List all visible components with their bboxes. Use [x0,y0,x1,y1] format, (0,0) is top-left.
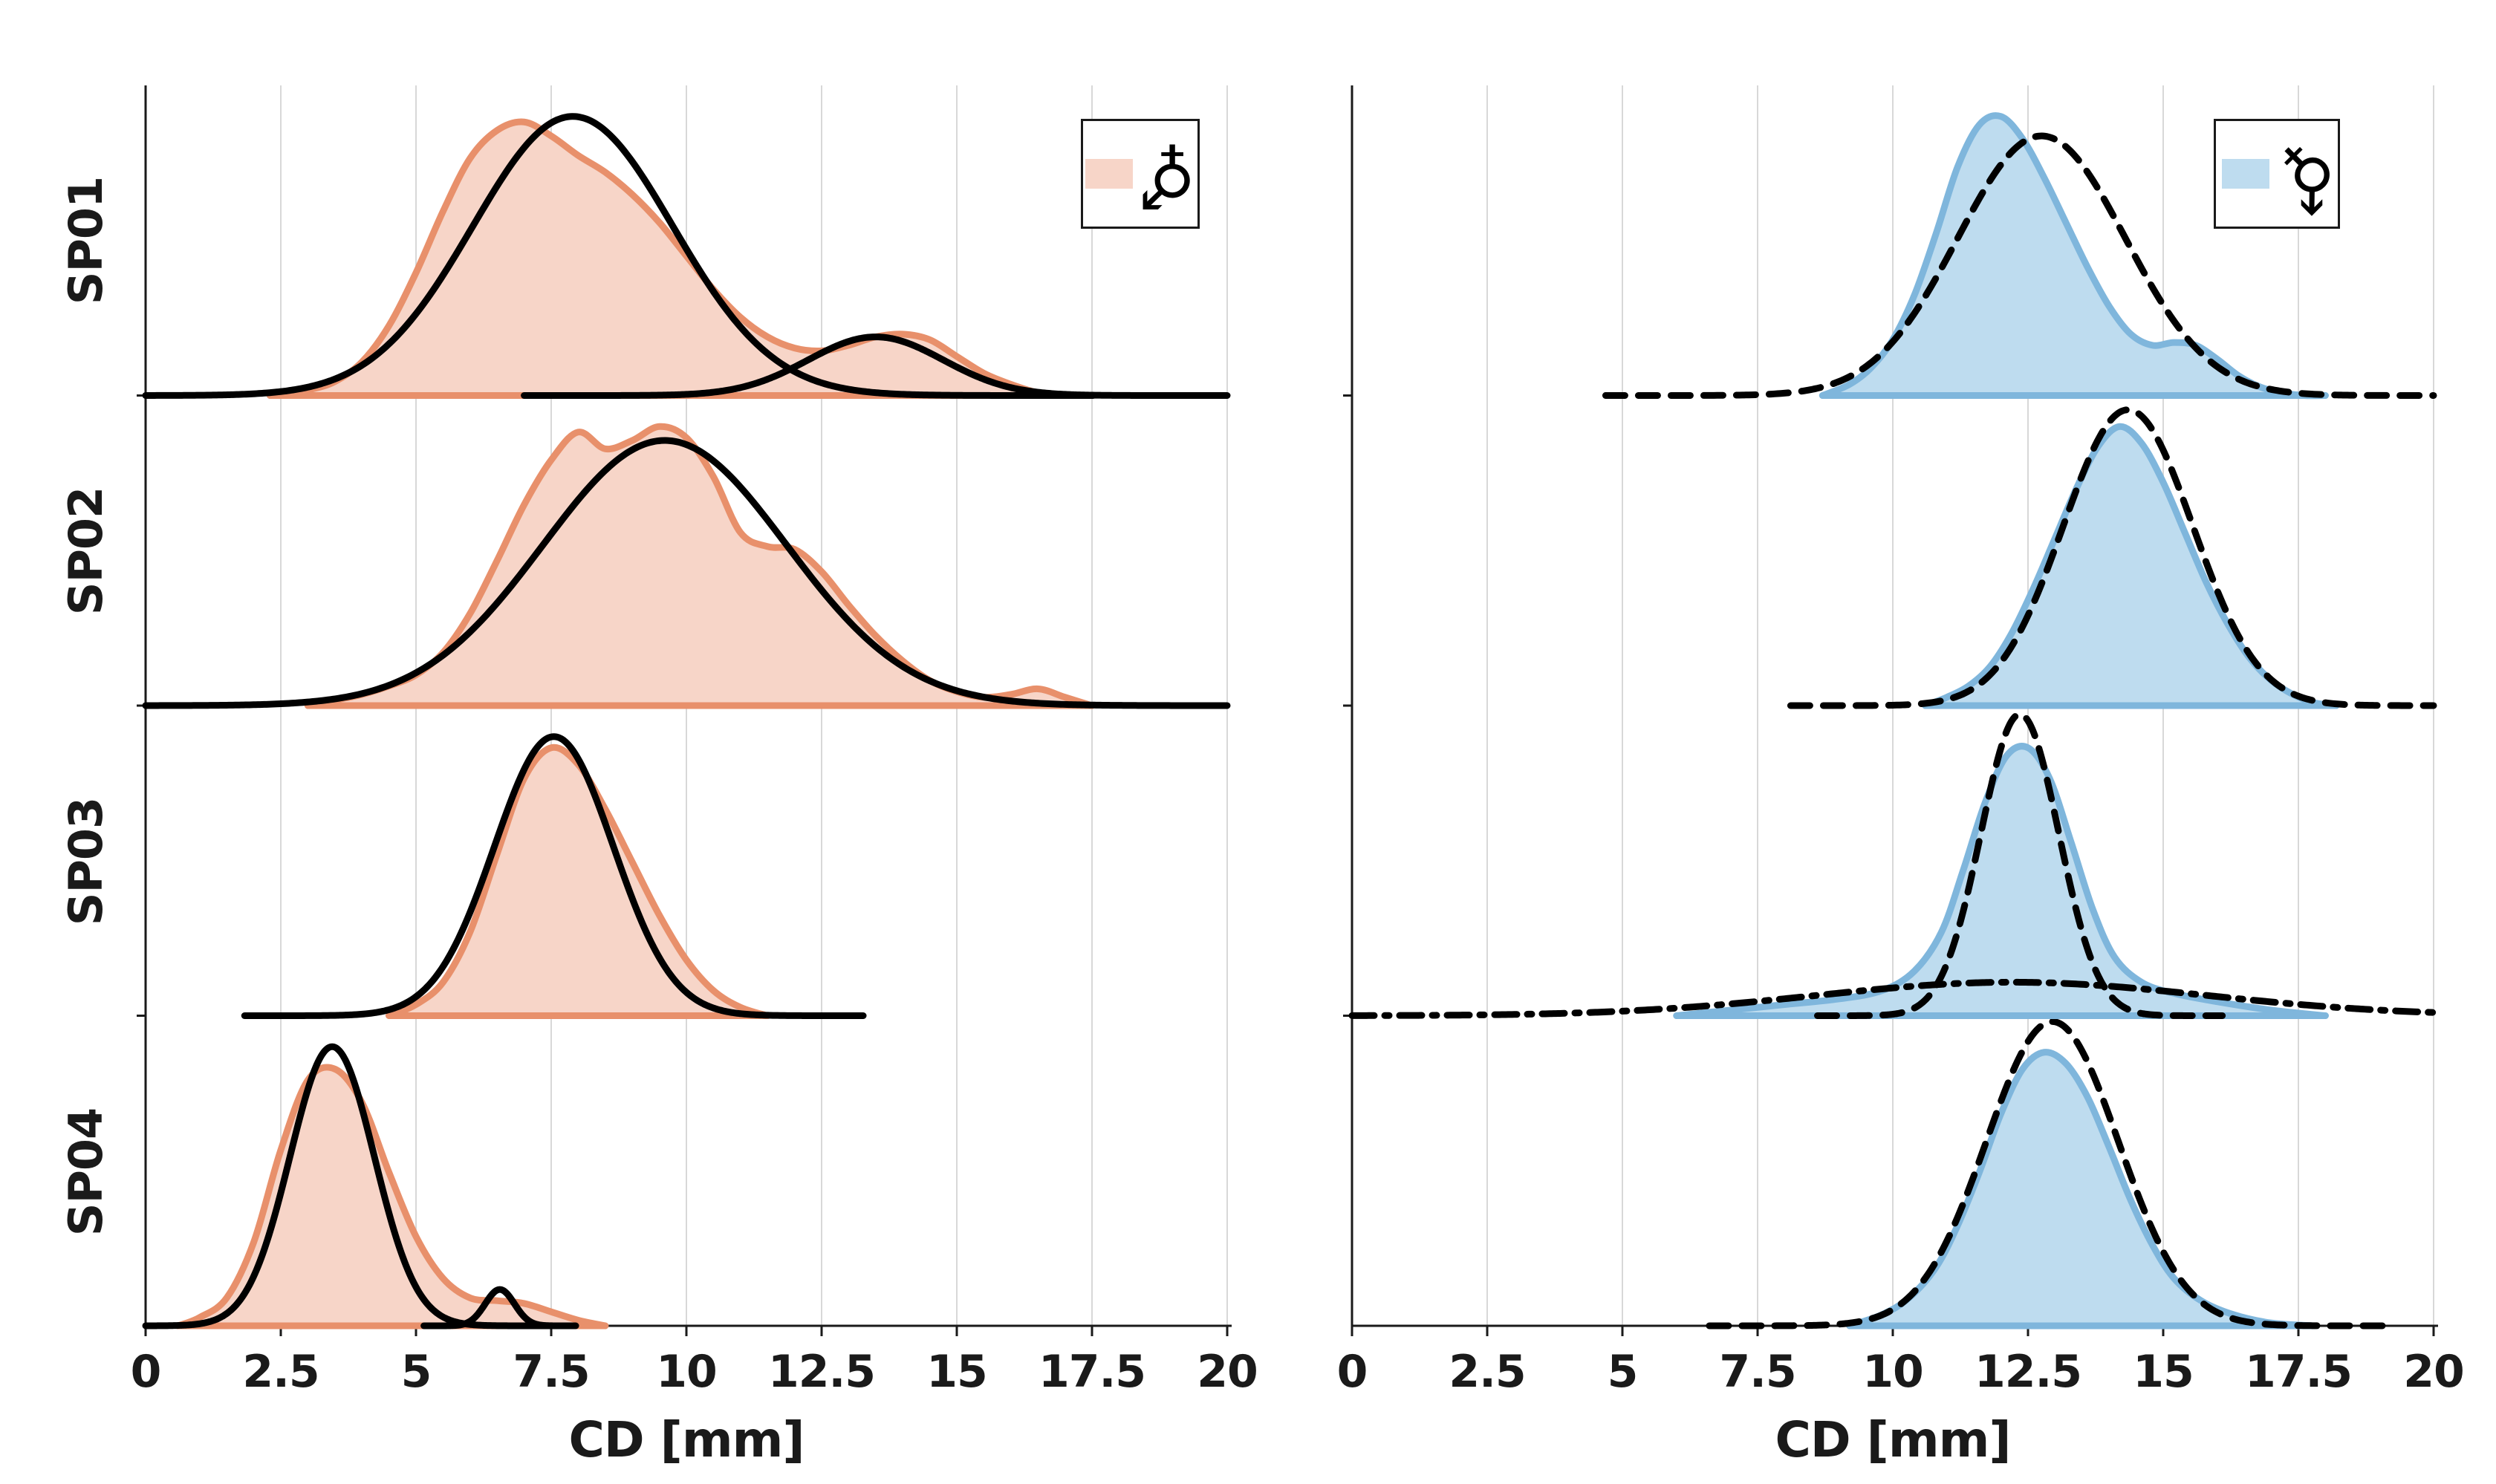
plot-area-female [137,85,1232,1336]
x-tick-label-right-0: 0 [1336,1346,1368,1398]
kde-fill [1849,1052,2315,1326]
male-mars-symbol: ⚥ [2258,128,2350,220]
legend-swatch-male [2222,159,2270,189]
kde-fill [270,122,1065,396]
panel-male: ⚥ [1263,0,2496,1484]
model-component-1 [1814,711,2226,1019]
x-tick-label-right-5: 12.5 [1974,1346,2082,1398]
x-tick-label-left-5: 12.5 [767,1346,876,1398]
female-venus-symbol: ⚥ [1139,137,1195,210]
x-tick-label-left-7: 17.5 [1038,1346,1146,1398]
ridge-row-sp03 [241,733,867,1019]
plot-area-male [1343,85,2438,1336]
legend-swatch-female [1085,159,1134,189]
x-tick-label-left-8: 20 [1197,1346,1258,1398]
panel-female: SP01 SP02 SP03 SP04 ⚥ [59,85,1232,1336]
kde-fill [1925,426,2336,706]
x-axis-title-left: CD [mm] [568,1411,805,1468]
x-tick-label-right-4: 10 [1862,1346,1923,1398]
kde-fill [178,1067,605,1326]
x-tick-label-right-2: 5 [1607,1346,1639,1398]
kde-outline [175,1064,609,1330]
ridge-row-sp04 [1706,1018,2399,1330]
x-tick-label-right-7: 17.5 [2244,1346,2353,1398]
model-component-1 [142,437,1231,709]
x-tick-label-right-6: 15 [2133,1346,2194,1398]
x-tick-label-left-6: 15 [926,1346,987,1398]
x-tick-label-right-3: 7.5 [1719,1346,1796,1398]
ridge-row-sp01 [1602,112,2437,400]
ridge-row-sp02 [1787,406,2437,709]
model-component-1 [241,733,867,1019]
x-tick-label-right-8: 20 [2403,1346,2464,1398]
legend-male[interactable]: ⚥ [2214,119,2349,229]
ridge-row-sp02 [142,423,1231,709]
model-component-1 [1787,406,2437,709]
x-tick-label-left-1: 2.5 [242,1346,319,1398]
x-tick-label-left-4: 10 [656,1346,717,1398]
model-component-2 [420,1286,579,1330]
kde-outline [266,118,1069,399]
kde-fill [1822,115,2326,396]
x-tick-label-right-1: 2.5 [1449,1346,1526,1398]
ridge-row-sp04 [142,1043,609,1330]
model-component-1 [142,1043,555,1330]
legend-female[interactable]: ⚥ [1081,119,1200,229]
model-component-1 [1706,1018,2399,1330]
model-component-2 [521,333,1231,399]
x-tick-label-left-2: 5 [400,1346,432,1398]
model-component-1 [142,113,1096,399]
ridge-row-sp01 [142,113,1231,399]
kde-fill [308,426,1092,706]
kde-fill [389,747,768,1016]
model-component-2 [1348,978,2437,1019]
x-tick-label-left-0: 0 [130,1346,162,1398]
model-component-1 [1602,132,2437,399]
kde-fill [1676,746,2326,1016]
x-axis-title-right: CD [mm] [1775,1411,2011,1468]
x-tick-label-left-3: 7.5 [513,1346,590,1398]
ridge-row-sp03 [1348,711,2437,1019]
